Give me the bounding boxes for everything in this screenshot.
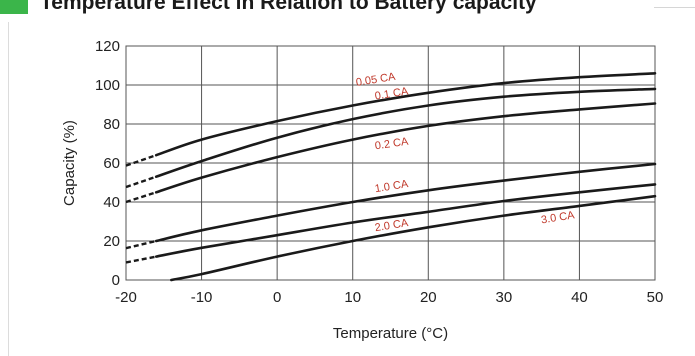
series-dashed-extension <box>125 239 157 250</box>
series-line <box>154 87 657 178</box>
x-tick-label: 10 <box>344 289 361 306</box>
series-dashed-extension <box>125 255 157 264</box>
series-line <box>154 72 657 157</box>
series-dashed-extension <box>125 191 157 204</box>
header-divider <box>654 7 695 8</box>
left-divider <box>8 22 9 356</box>
y-tick-label: 120 <box>95 38 120 55</box>
series-line <box>154 102 657 194</box>
y-tick-label: 0 <box>112 272 120 289</box>
y-tick-label: 40 <box>103 194 120 211</box>
series-line <box>154 183 657 258</box>
x-tick-label: 0 <box>273 289 281 306</box>
y-tick-label: 60 <box>103 155 120 172</box>
series-annotation-label: 1.0 CA <box>374 178 410 195</box>
series-annotation-label: 2.0 CA <box>374 217 410 234</box>
y-axis-title: Capacity (%) <box>61 120 78 206</box>
x-tick-label: 50 <box>647 289 664 306</box>
section-title: Temperature Effect in Relation to Batter… <box>40 0 537 14</box>
series-line <box>170 194 657 282</box>
x-tick-label: 40 <box>571 289 588 306</box>
x-tick-label: 30 <box>496 289 513 306</box>
x-tick-label: -20 <box>115 289 137 306</box>
x-tick-label: 20 <box>420 289 437 306</box>
y-tick-label: 20 <box>103 233 120 250</box>
series-line <box>154 162 657 243</box>
series-dashed-extension <box>125 154 157 167</box>
series-annotation-label: 0.1 CA <box>374 85 410 102</box>
series-dashed-extension <box>125 175 157 189</box>
series-annotation-label: 0.2 CA <box>374 136 410 153</box>
series-annotation-label: 3.0 CA <box>540 209 576 226</box>
x-axis-title: Temperature (°C) <box>333 325 448 342</box>
x-tick-label: -10 <box>191 289 213 306</box>
y-tick-label: 80 <box>103 116 120 133</box>
y-tick-label: 100 <box>95 77 120 94</box>
section-header: Temperature Effect in Relation to Batter… <box>0 0 695 22</box>
green-square-icon <box>0 0 28 14</box>
